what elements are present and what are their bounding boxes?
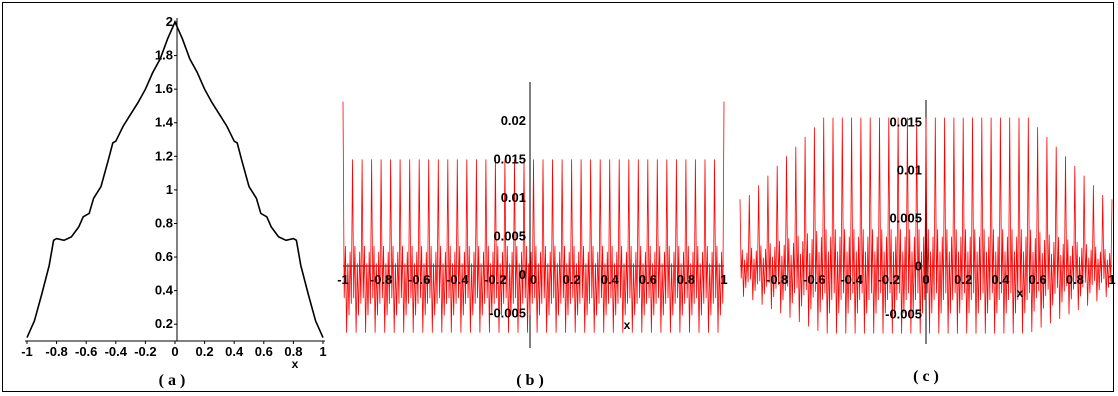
- y-tick-label-a: 1.2: [155, 148, 173, 163]
- x-tick-label-b: 0.6: [639, 272, 657, 287]
- x-tick-label-b: -0.8: [370, 272, 392, 287]
- x-tick-label-c: -0.6: [803, 272, 825, 287]
- x-tick-label-c: -0.4: [840, 272, 863, 287]
- x-tick-label-b: 0.8: [677, 272, 695, 287]
- x-tick-label-a: -0.6: [75, 344, 97, 359]
- x-tick-label-b: -0.4: [446, 272, 469, 287]
- x-axis-label-c: x: [1017, 286, 1024, 300]
- x-tick-label-c: 0.4: [991, 272, 1010, 287]
- y-tick-label-a: 0.4: [155, 283, 174, 298]
- x-axis-label-b: x: [624, 318, 631, 332]
- panel-caption-a: ( a ): [159, 372, 186, 389]
- x-tick-label-b: 0.2: [563, 272, 581, 287]
- x-tick-label-c: 0.8: [1066, 272, 1084, 287]
- y-tick-label-c: 0.015: [889, 114, 922, 129]
- x-tick-label-c: 1: [1108, 272, 1115, 287]
- y-tick-label-a: 1.6: [155, 81, 173, 96]
- x-tick-label-c: 0.2: [954, 272, 972, 287]
- y-tick-label-c: -0.005: [885, 306, 922, 321]
- x-tick-label-b: -0.2: [484, 272, 506, 287]
- x-axis-label-a: x: [292, 357, 299, 371]
- y-tick-label-a: 2: [166, 14, 173, 29]
- y-tick-label-a: 1: [166, 182, 173, 197]
- x-tick-label-a: -0.4: [105, 344, 128, 359]
- x-tick-label-a: -1: [21, 344, 33, 359]
- x-tick-label-a: 0.8: [284, 344, 302, 359]
- x-tick-label-a: -0.2: [134, 344, 156, 359]
- series-line-c: [739, 117, 1113, 334]
- panel-caption-c: ( c ): [913, 368, 939, 385]
- y-tick-label-b: 0.02: [501, 113, 526, 128]
- x-tick-label-a: 0.4: [225, 344, 244, 359]
- x-tick-label-a: -0.8: [45, 344, 67, 359]
- x-tick-label-c: -0.8: [766, 272, 788, 287]
- y-tick-label-b: 0.015: [493, 151, 526, 166]
- figure-frame: [2, 2, 1114, 392]
- y-tick-label-b: -0.005: [489, 305, 526, 320]
- x-tick-label-b: 0.4: [601, 272, 620, 287]
- y-tick-label-b: 0.005: [493, 228, 526, 243]
- y-tick-label-b: 0: [519, 267, 526, 282]
- y-tick-label-a: 0.8: [155, 215, 173, 230]
- x-tick-label-c: 0.6: [1029, 272, 1047, 287]
- x-tick-label-c: -0.2: [878, 272, 900, 287]
- x-tick-label-a: 0.2: [196, 344, 214, 359]
- panel-caption-b: ( b ): [516, 372, 544, 389]
- series-line-b: [342, 101, 725, 333]
- y-tick-label-a: 1.8: [155, 48, 173, 63]
- x-tick-label-a: 0.6: [255, 344, 273, 359]
- x-tick-label-a: 0: [171, 344, 178, 359]
- y-tick-label-b: 0.01: [501, 190, 526, 205]
- x-tick-label-b: 1: [720, 272, 727, 287]
- x-tick-label-b: -0.6: [408, 272, 430, 287]
- y-tick-label-c: 0: [915, 258, 922, 273]
- x-tick-label-c: 0: [922, 272, 929, 287]
- x-tick-label-b: -1: [337, 272, 349, 287]
- y-tick-label-c: 0.01: [897, 162, 922, 177]
- y-tick-label-a: 1.4: [155, 115, 174, 130]
- y-tick-label-a: 0.2: [155, 316, 173, 331]
- x-tick-label-a: 1: [319, 344, 326, 359]
- y-tick-label-c: 0.005: [889, 210, 922, 225]
- x-tick-label-b: 0: [530, 272, 537, 287]
- y-tick-label-a: 0.6: [155, 249, 173, 264]
